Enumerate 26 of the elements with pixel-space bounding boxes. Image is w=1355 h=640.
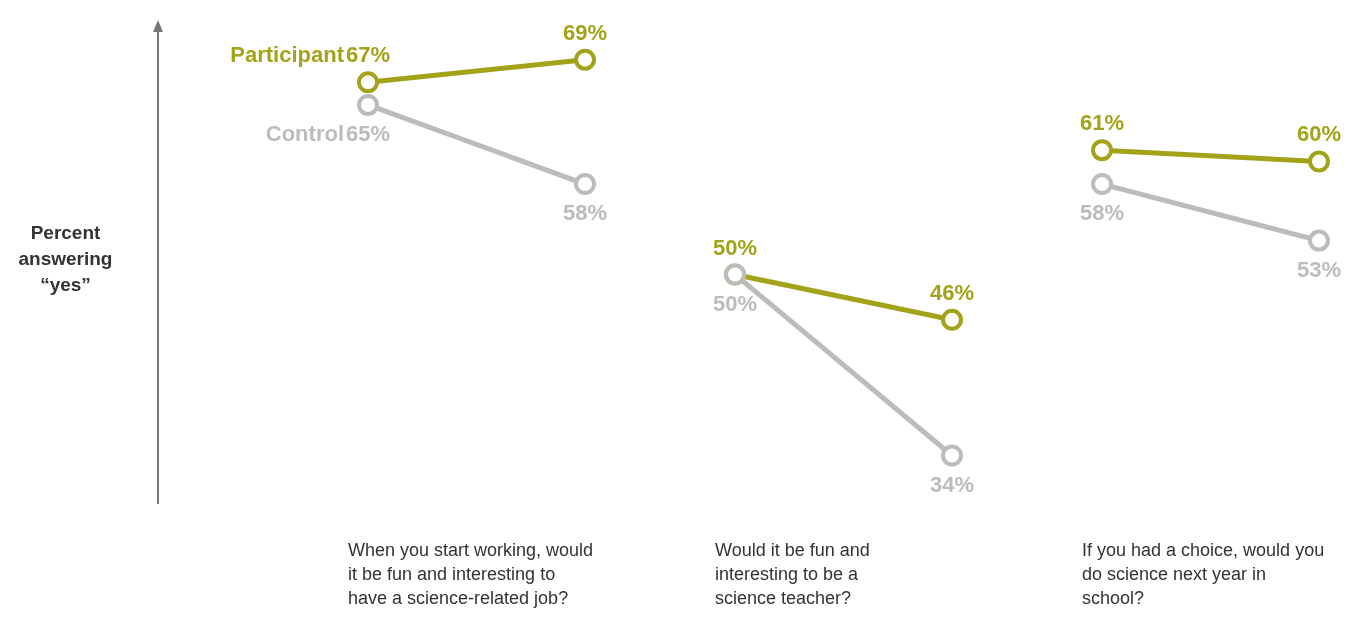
data-label: 58% — [562, 200, 608, 226]
point — [574, 173, 596, 196]
data-label: 58% — [1079, 200, 1125, 226]
point — [574, 48, 596, 71]
data-label: 50% — [712, 290, 758, 316]
series-label: Control — [265, 120, 344, 146]
x-axis-title: When you start working, would it be fun and interesting to have a science-related job? — [348, 539, 595, 610]
x-axis-title: If you had a choice, would you do science next year in school? — [1082, 539, 1326, 610]
data-label: 34% — [929, 471, 975, 497]
data-label: 60% — [1296, 121, 1342, 147]
data-label: 50% — [712, 234, 758, 260]
point — [1308, 229, 1330, 252]
data-label: 65% — [345, 120, 391, 146]
point — [1308, 150, 1330, 173]
point — [1091, 139, 1113, 162]
y-axis-title: Percent answering “yes” — [17, 221, 114, 297]
data-label: 46% — [929, 279, 975, 305]
data-label: 69% — [562, 19, 608, 45]
point — [357, 71, 379, 94]
data-label: 53% — [1296, 256, 1342, 282]
series-label: Participant — [230, 42, 345, 68]
point — [1091, 173, 1113, 196]
point — [357, 93, 379, 116]
data-label: 61% — [1079, 110, 1125, 136]
data-label: 67% — [345, 42, 391, 68]
x-axis-title: Would it be fun and interesting to be a science teacher? — [715, 539, 871, 610]
